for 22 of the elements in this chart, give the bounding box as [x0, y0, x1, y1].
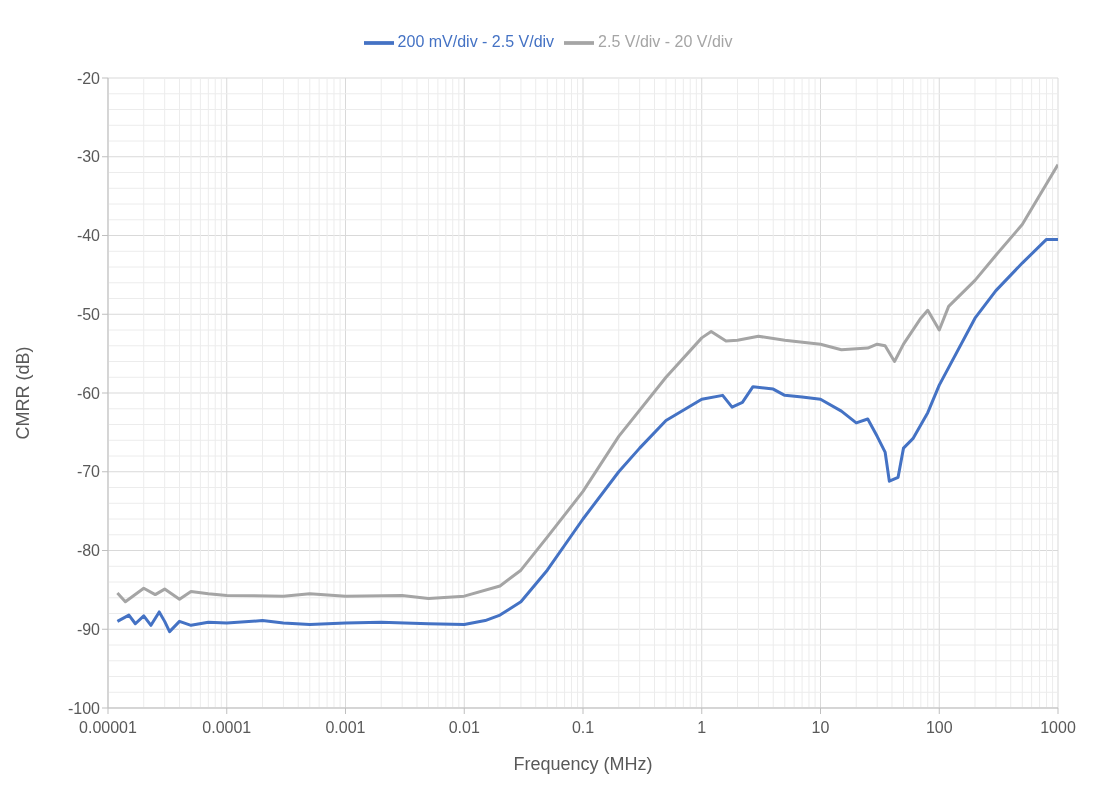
- y-tick-label: -20: [76, 69, 101, 87]
- x-tick-label: 10: [811, 719, 830, 737]
- y-tick-label: -30: [76, 148, 101, 166]
- x-tick-label: 0.001: [325, 719, 366, 737]
- x-axis-title: Frequency (MHz): [513, 754, 653, 774]
- x-tick-label: 0.00001: [79, 719, 138, 737]
- x-tick-label: 0.1: [571, 719, 595, 737]
- y-tick-label: -60: [76, 384, 101, 402]
- y-tick-label: -70: [76, 463, 101, 481]
- x-tick-label: 1000: [1040, 719, 1076, 737]
- y-axis-title: CMRR (dB): [13, 346, 34, 440]
- legend-label: 200 mV/div - 2.5 V/div: [397, 33, 555, 51]
- x-tick-label: 0.01: [448, 719, 480, 737]
- y-tick-label: -80: [76, 542, 101, 560]
- x-tick-label: 100: [925, 719, 953, 737]
- x-tick-label: 0.0001: [202, 719, 252, 737]
- y-tick-label: -90: [76, 620, 101, 638]
- legend-label: 2.5 V/div - 20 V/div: [598, 33, 733, 51]
- y-tick-label: -40: [76, 227, 101, 245]
- x-tick-label: 1: [697, 719, 707, 737]
- y-tick-label: -100: [67, 699, 101, 717]
- y-tick-label: -50: [76, 305, 101, 323]
